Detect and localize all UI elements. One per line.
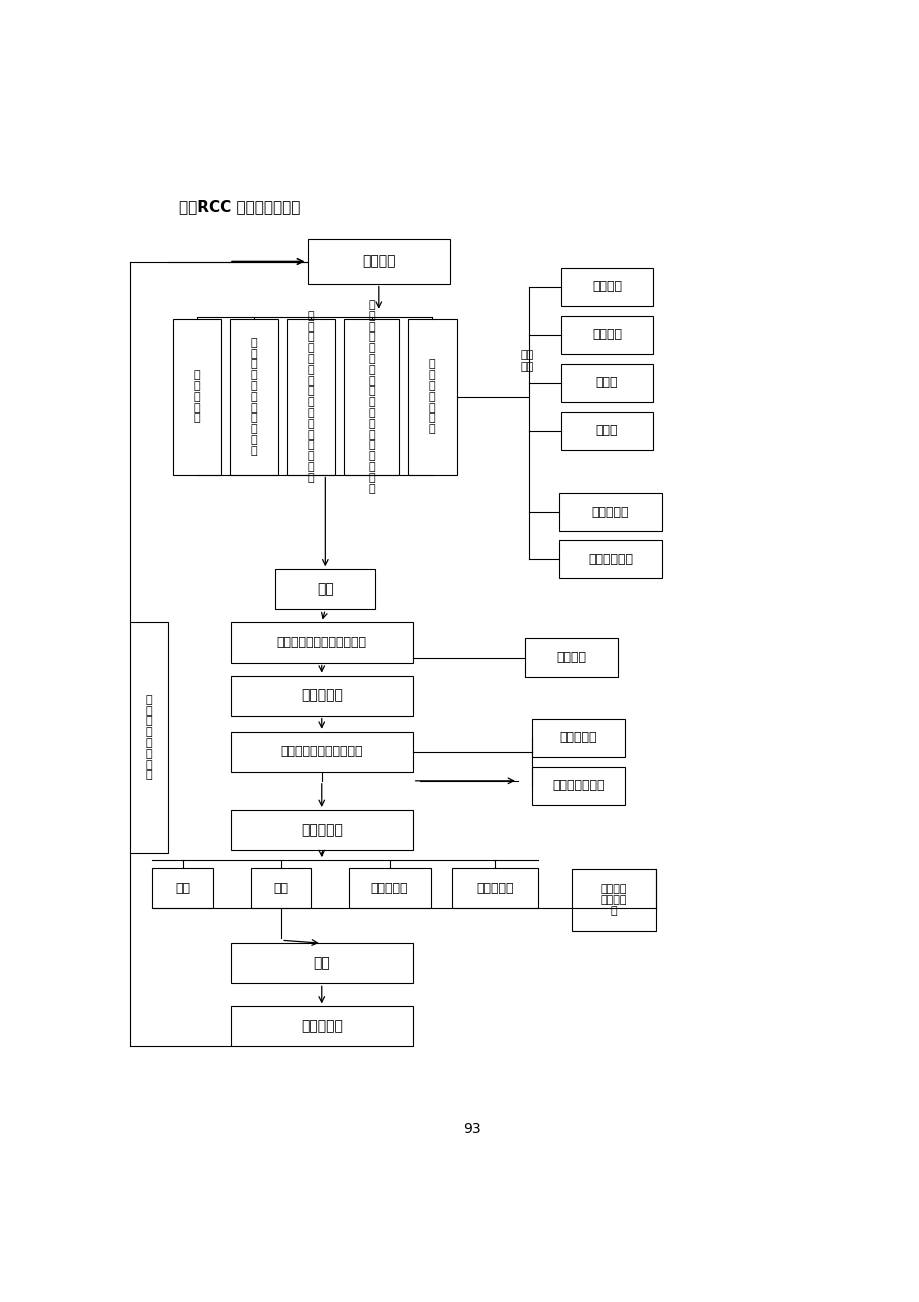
Text: 生产调度室: 生产调度室 bbox=[591, 505, 629, 518]
Text: 卸料及平仓: 卸料及平仓 bbox=[301, 823, 343, 837]
Bar bbox=[231, 622, 413, 663]
Bar bbox=[231, 810, 413, 850]
Bar bbox=[572, 868, 655, 931]
Text: 93: 93 bbox=[462, 1122, 480, 1135]
Bar bbox=[560, 315, 652, 354]
Bar bbox=[452, 868, 538, 909]
Bar bbox=[344, 319, 399, 474]
Text: 碾压砼运输（自卸汽车）: 碾压砼运输（自卸汽车） bbox=[280, 745, 363, 758]
Text: 砼工厂: 砼工厂 bbox=[596, 376, 618, 389]
Text: 签
发
浇
筑
通
知
单: 签 发 浇 筑 通 知 单 bbox=[428, 359, 435, 435]
Text: 收仓: 收仓 bbox=[313, 956, 330, 970]
Bar bbox=[231, 732, 413, 772]
Bar bbox=[230, 319, 278, 474]
Text: 碾压: 碾压 bbox=[273, 881, 289, 894]
Text: 实验中心签发配合比配料单: 实验中心签发配合比配料单 bbox=[277, 635, 367, 648]
Bar bbox=[231, 1006, 413, 1047]
Text: 皮带输送机: 皮带输送机 bbox=[559, 732, 596, 745]
Bar bbox=[525, 638, 617, 677]
Text: 垂直落料混合器: 垂直落料混合器 bbox=[551, 780, 604, 793]
Bar bbox=[558, 493, 662, 531]
Bar bbox=[531, 719, 624, 756]
Text: 拌
和
、
运
输
、
到
位
准
备
浇
筑
人
员
机
具: 拌 和 、 运 输 、 到 位 准 备 浇 筑 人 员 机 具 bbox=[308, 311, 314, 483]
Bar bbox=[130, 622, 168, 853]
Text: 造缝: 造缝 bbox=[175, 881, 190, 894]
Text: 机械水电工区: 机械水电工区 bbox=[587, 553, 632, 566]
Text: 仓
面
各
项
准
备
及
验
收
完
毕: 仓 面 各 项 准 备 及 验 收 完 毕 bbox=[251, 337, 257, 456]
Text: 异种砼浇筑: 异种砼浇筑 bbox=[370, 881, 408, 894]
Bar bbox=[307, 240, 449, 284]
Bar bbox=[153, 868, 213, 909]
Text: 埋设件施工: 埋设件施工 bbox=[476, 881, 513, 894]
Text: 配料及拌和: 配料及拌和 bbox=[301, 689, 343, 703]
Text: 原
材
料
备
料: 原 材 料 备 料 bbox=[194, 370, 200, 423]
Bar bbox=[408, 319, 456, 474]
Bar bbox=[173, 319, 221, 474]
Bar bbox=[287, 319, 335, 474]
Text: 养护、冲毛: 养护、冲毛 bbox=[301, 1019, 343, 1034]
Text: 浇筑准备: 浇筑准备 bbox=[362, 254, 395, 268]
Bar bbox=[348, 868, 430, 909]
Text: 进
入
下
一
升
层
施
工: 进 入 下 一 升 层 施 工 bbox=[146, 695, 153, 780]
Bar bbox=[275, 569, 375, 609]
Bar bbox=[560, 363, 652, 402]
Text: 浇筑工区: 浇筑工区 bbox=[591, 328, 621, 341]
Bar bbox=[231, 676, 413, 716]
Bar bbox=[558, 540, 662, 578]
Text: 砂石厂: 砂石厂 bbox=[596, 424, 618, 437]
Bar bbox=[560, 411, 652, 450]
Text: 特殊气候
条件下施
工: 特殊气候 条件下施 工 bbox=[600, 884, 627, 915]
Text: 提前
一天: 提前 一天 bbox=[520, 350, 533, 371]
Bar bbox=[231, 943, 413, 983]
Text: 施
工
方
案
（
浇
筑
要
领
图
）
工
程
师
审
查
完
毕: 施 工 方 案 （ 浇 筑 要 领 图 ） 工 程 师 审 查 完 毕 bbox=[368, 299, 375, 493]
Text: 开仓: 开仓 bbox=[317, 582, 334, 596]
Text: 负压溜槽: 负压溜槽 bbox=[556, 651, 585, 664]
Bar bbox=[251, 868, 312, 909]
Bar bbox=[560, 267, 652, 306]
Text: 实验中心: 实验中心 bbox=[591, 280, 621, 293]
Bar bbox=[531, 767, 624, 805]
Text: 二、RCC 施工工艺流程图: 二、RCC 施工工艺流程图 bbox=[179, 199, 301, 214]
